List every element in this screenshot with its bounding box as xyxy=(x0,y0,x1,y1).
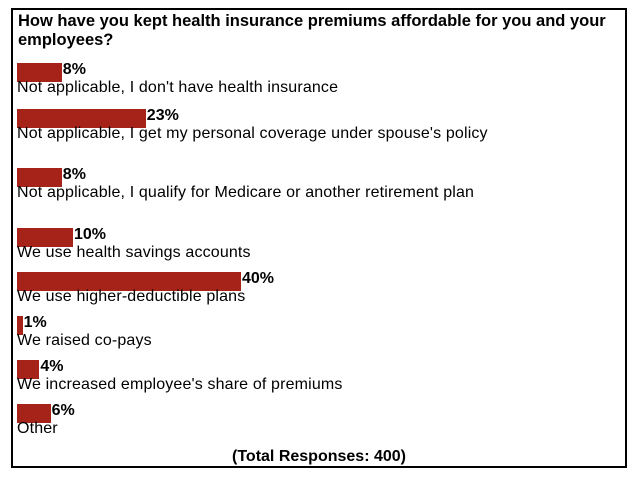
bar-value-label: 10% xyxy=(74,226,107,243)
poll-item: 10% We use health savings accounts xyxy=(17,226,617,262)
category-label: We use health savings accounts xyxy=(17,244,251,261)
bar-row: 8% xyxy=(17,166,617,187)
bar xyxy=(17,63,62,82)
bar-value-label: 1% xyxy=(23,314,47,331)
bar xyxy=(17,109,146,128)
category-label: We use higher-deductible plans xyxy=(17,288,246,305)
poll-frame: How have you kept health insurance premi… xyxy=(11,8,627,468)
bar xyxy=(17,316,23,335)
bar xyxy=(17,360,40,379)
poll-item: 40% We use higher-deductible plans xyxy=(17,270,617,306)
bar xyxy=(17,228,73,247)
poll-item: 23% Not applicable, I get my personal cov… xyxy=(17,107,617,143)
poll-item: 6% Other xyxy=(17,402,617,438)
bar-value-label: 6% xyxy=(51,402,75,419)
bar-value-label: 23% xyxy=(146,107,179,124)
bar xyxy=(17,168,62,187)
poll-item: 8% Not applicable, I don't have health in… xyxy=(17,61,617,97)
category-label: Not applicable, I get my personal covera… xyxy=(17,125,488,142)
poll-item: 8% Not applicable, I qualify for Medicare… xyxy=(17,166,617,202)
bar-value-label: 40% xyxy=(242,270,275,287)
poll-item: 1% We raised co-pays xyxy=(17,314,617,350)
bar-row: 23% xyxy=(17,107,617,128)
category-label: We raised co-pays xyxy=(17,332,152,349)
poll-item: 4% We increased employee's share of premi… xyxy=(17,358,617,394)
bar-value-label: 8% xyxy=(62,61,86,78)
bar-row: 40% xyxy=(17,270,617,291)
poll-question: How have you kept health insurance premi… xyxy=(18,12,606,49)
category-label: Other xyxy=(17,420,58,437)
total-responses: (Total Responses: 400) xyxy=(232,448,406,465)
bar-value-label: 8% xyxy=(62,166,86,183)
bar xyxy=(17,272,241,291)
bar xyxy=(17,404,51,423)
bar-value-label: 4% xyxy=(40,358,64,375)
bar-row: 6% xyxy=(17,402,617,423)
category-label: We increased employee's share of premium… xyxy=(17,376,343,393)
bar-row: 4% xyxy=(17,358,617,379)
bar-row: 1% xyxy=(17,314,617,335)
category-label: Not applicable, I don't have health insu… xyxy=(17,79,339,96)
bar-row: 8% xyxy=(17,61,617,82)
category-label: Not applicable, I qualify for Medicare o… xyxy=(17,184,475,201)
bar-row: 10% xyxy=(17,226,617,247)
